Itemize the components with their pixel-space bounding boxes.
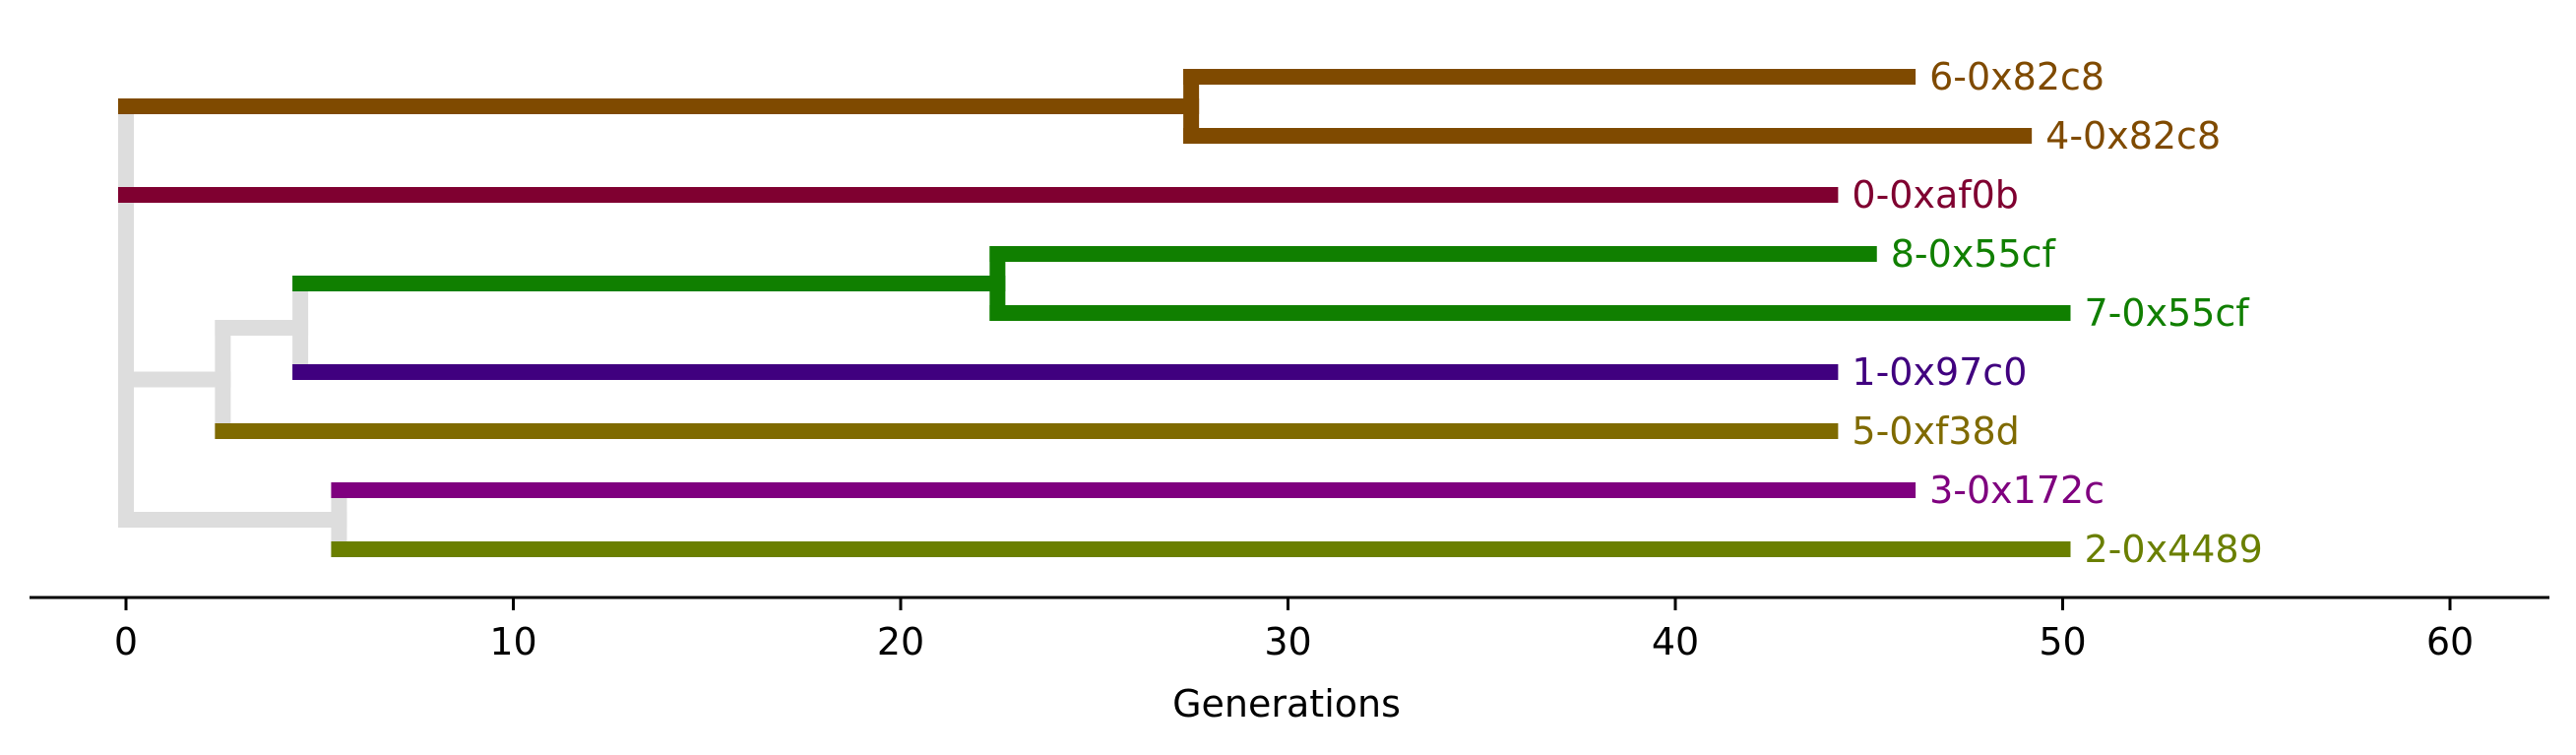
- x-tick-label: 50: [2039, 620, 2086, 663]
- x-axis-label: Generations: [1172, 682, 1401, 725]
- leaf-label: 8-0x55cf: [1891, 232, 2057, 276]
- leaf-labels: 6-0x82c8 4-0x82c8 0-0xaf0b 8-0x55cf 7-0x55cf…: [1852, 55, 2262, 571]
- x-tick-label: 0: [114, 620, 138, 663]
- x-tick-label: 30: [1264, 620, 1311, 663]
- leaf-label: 3-0x172c: [1929, 469, 2105, 512]
- x-tick-label: 20: [877, 620, 924, 663]
- leaf-label: 2-0x4489: [2085, 528, 2263, 571]
- x-tick-label: 60: [2426, 620, 2474, 663]
- leaf-label: 0-0xaf0b: [1852, 173, 2019, 217]
- x-axis-ticks: 0 10 20 30 40 50 60: [114, 598, 2474, 663]
- leaf-label: 5-0xf38d: [1852, 409, 2019, 453]
- x-axis: 0 10 20 30 40 50 60 Generations: [30, 596, 2549, 725]
- tree-branches: [118, 69, 2071, 557]
- x-tick-label: 40: [1652, 620, 1699, 663]
- x-tick-label: 10: [489, 620, 536, 663]
- leaf-label: 6-0x82c8: [1929, 55, 2105, 98]
- leaf-label: 1-0x97c0: [1852, 350, 2027, 394]
- leaf-label: 4-0x82c8: [2045, 114, 2221, 157]
- leaf-label: 7-0x55cf: [2085, 291, 2251, 335]
